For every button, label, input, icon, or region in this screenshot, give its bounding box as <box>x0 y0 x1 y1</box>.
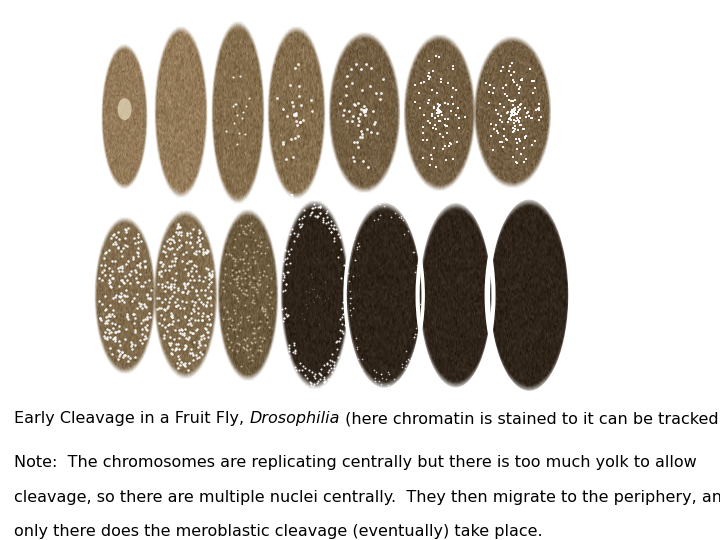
Text: 3: 3 <box>214 15 220 24</box>
Ellipse shape <box>117 98 132 120</box>
Text: 12: 12 <box>348 195 361 205</box>
Text: (here chromatin is stained to it can be tracked).: (here chromatin is stained to it can be … <box>340 411 720 427</box>
Text: Drosophilia: Drosophilia <box>250 411 340 427</box>
Text: only there does the meroblastic cleavage (eventually) take place.: only there does the meroblastic cleavage… <box>14 524 543 539</box>
Text: 8: 8 <box>96 210 104 220</box>
Text: 1: 1 <box>104 37 111 47</box>
Text: 4: 4 <box>270 19 276 29</box>
Text: 5: 5 <box>331 25 338 35</box>
Text: 14: 14 <box>490 191 504 201</box>
Text: 9: 9 <box>156 204 162 214</box>
Text: 11: 11 <box>282 194 296 204</box>
Text: 13: 13 <box>420 195 434 205</box>
Text: 7: 7 <box>476 30 483 40</box>
Text: Early Cleavage in a Fruit Fly,: Early Cleavage in a Fruit Fly, <box>14 411 250 427</box>
Text: 10: 10 <box>220 202 233 213</box>
Text: Note:  The chromosomes are replicating centrally but there is too much yolk to a: Note: The chromosomes are replicating ce… <box>14 455 697 470</box>
Text: 2: 2 <box>156 20 163 30</box>
Text: 6: 6 <box>405 27 412 37</box>
Text: cleavage, so there are multiple nuclei centrally.  They then migrate to the peri: cleavage, so there are multiple nuclei c… <box>14 490 720 505</box>
